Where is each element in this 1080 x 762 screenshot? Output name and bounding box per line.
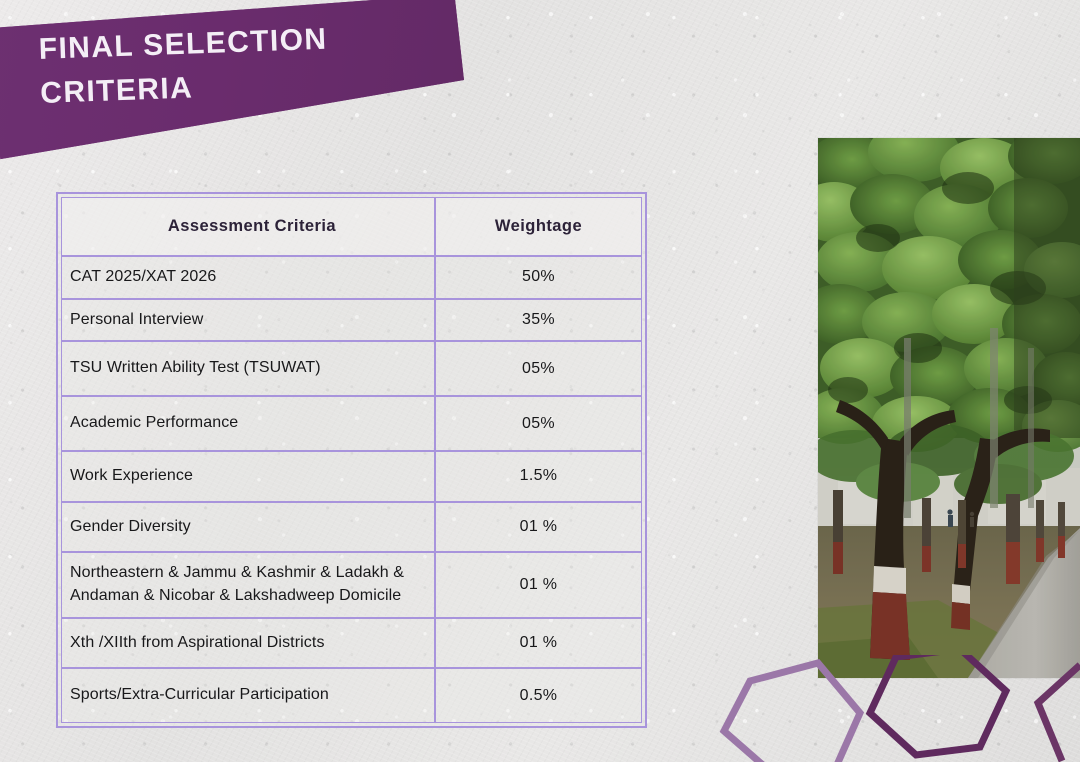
cell-criteria: Work Experience [62, 451, 436, 501]
criteria-label: Sports/Extra-Curricular Participation [70, 686, 329, 704]
table-row: TSU Written Ability Test (TSUWAT) 05% [62, 342, 641, 398]
header-label-criteria: Assessment Criteria [167, 217, 337, 235]
cell-criteria: Academic Performance [62, 397, 436, 450]
cell-weightage: 05% [436, 397, 641, 450]
cell-weightage: 35% [436, 300, 641, 341]
header-cell-weightage: Weightage [436, 198, 641, 255]
table-row: Northeastern & Jammu & Kashmir & Ladakh … [62, 553, 641, 619]
cell-criteria: Personal Interview [62, 299, 436, 341]
criteria-table-inner: Assessment Criteria Weightage CAT 2025/X… [61, 197, 642, 724]
cell-weightage: 01 % [436, 619, 641, 668]
cell-criteria: Xth /XIIth from Aspirational Districts [62, 618, 436, 668]
criteria-label: Xth /XIIth from Aspirational Districts [70, 633, 325, 651]
header-label-weightage: Weightage [494, 217, 583, 235]
table-row: Gender Diversity 01 % [62, 502, 641, 554]
weightage-value: 01 % [519, 576, 558, 594]
page-title: Final Selection Criteria [38, 13, 451, 116]
criteria-label: Northeastern & Jammu & Kashmir & Ladakh … [70, 564, 405, 605]
cell-weightage: 50% [436, 257, 641, 298]
table-row: Personal Interview 35% [62, 299, 641, 343]
weightage-value: 1.5% [519, 467, 558, 485]
weightage-value: 01 % [519, 634, 558, 652]
criteria-label: Work Experience [70, 466, 194, 484]
cell-weightage: 05% [436, 342, 641, 395]
cell-criteria: TSU Written Ability Test (TSUWAT) [62, 342, 436, 396]
weightage-value: 01 % [519, 517, 558, 535]
hexagon-partial-icon [1033, 662, 1080, 762]
cell-criteria: CAT 2025/XAT 2026 [62, 257, 436, 298]
header-cell-criteria: Assessment Criteria [62, 198, 436, 255]
table-row: Work Experience 1.5% [62, 451, 641, 503]
weightage-value: 05% [522, 359, 555, 377]
criteria-label: Personal Interview [70, 310, 204, 328]
criteria-label: CAT 2025/XAT 2026 [70, 268, 217, 285]
criteria-label: Gender Diversity [70, 517, 191, 535]
weightage-value: 50% [522, 268, 555, 286]
table-row: Sports/Extra-Curricular Participation 0.… [62, 669, 641, 723]
cell-weightage: 01 % [436, 503, 641, 552]
cell-criteria: Northeastern & Jammu & Kashmir & Ladakh … [62, 553, 436, 617]
table-row: Xth /XIIth from Aspirational Districts 0… [62, 618, 641, 670]
weightage-value: 35% [522, 311, 555, 329]
table-row: CAT 2025/XAT 2026 50% [62, 257, 641, 300]
criteria-label: TSU Written Ability Test (TSUWAT) [70, 359, 321, 377]
criteria-table: Assessment Criteria Weightage CAT 2025/X… [56, 192, 647, 729]
table-header-row: Assessment Criteria Weightage [62, 198, 641, 257]
campus-photo [818, 138, 1080, 678]
cell-weightage: 0.5% [436, 669, 641, 722]
campus-photo-illustration [818, 138, 1080, 678]
cell-weightage: 1.5% [436, 452, 641, 501]
cell-weightage: 01 % [436, 553, 641, 616]
criteria-label: Academic Performance [70, 414, 239, 432]
table-row: Academic Performance 05% [62, 397, 641, 452]
weightage-value: 05% [522, 414, 555, 432]
cell-criteria: Gender Diversity [62, 502, 436, 552]
cell-criteria: Sports/Extra-Curricular Participation [62, 669, 436, 723]
weightage-value: 0.5% [519, 686, 558, 704]
